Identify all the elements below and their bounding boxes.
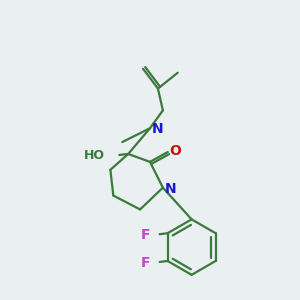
Text: O: O xyxy=(169,144,181,158)
Text: F: F xyxy=(141,228,151,242)
Text: N: N xyxy=(165,182,177,196)
Text: F: F xyxy=(141,256,151,270)
Text: N: N xyxy=(152,122,164,136)
Text: HO: HO xyxy=(83,149,104,162)
